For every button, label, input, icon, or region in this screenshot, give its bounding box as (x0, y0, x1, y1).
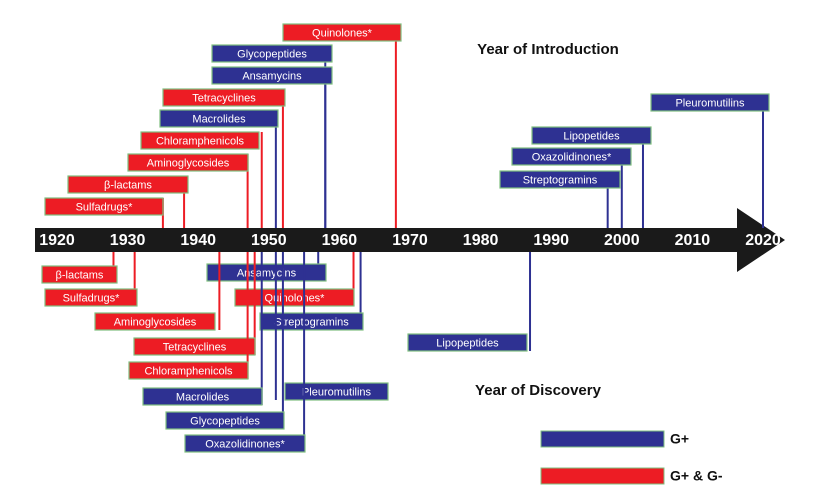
label-box (407, 333, 528, 352)
year-tick: 2000 (604, 232, 640, 249)
year-tick: 2020 (745, 232, 781, 249)
label-box (67, 175, 189, 194)
year-tick: 1990 (533, 232, 569, 249)
year-tick: 1920 (39, 232, 75, 249)
label: Streptogramins (274, 316, 349, 328)
year-tick: 1960 (322, 232, 358, 249)
label: Macrolides (176, 391, 230, 403)
label: Quinolones* (265, 292, 326, 304)
label-box (127, 153, 249, 172)
label: Tetracyclines (163, 341, 227, 353)
year-tick: 1980 (463, 232, 499, 249)
intro-title: Year of Introduction (477, 41, 619, 58)
label-box (165, 411, 285, 430)
label: Glycopeptides (190, 415, 260, 427)
label-box (206, 263, 327, 282)
label-box (140, 131, 260, 150)
label-box (531, 126, 652, 145)
label-box (133, 337, 256, 356)
label: Oxazolidinones* (532, 151, 612, 163)
label-box (499, 170, 621, 189)
year-tick: 1950 (251, 232, 287, 249)
label: Glycopeptides (237, 48, 307, 60)
label: Chloramphenicols (156, 135, 245, 147)
label-box (142, 387, 263, 406)
label: Lipopeptides (436, 337, 499, 349)
label: Pleuromutilins (675, 97, 745, 109)
label-box (94, 312, 216, 331)
label-box (234, 288, 355, 307)
label: Ansamycins (237, 267, 297, 279)
year-tick: 1940 (180, 232, 216, 249)
label-box (650, 93, 770, 112)
label: Aminoglycosides (147, 157, 230, 169)
label-box (211, 44, 333, 63)
label: Sulfadrugs* (63, 292, 121, 304)
label-box (284, 382, 389, 401)
label-box (162, 88, 286, 107)
label: Macrolides (192, 113, 246, 125)
label: Pleuromutilins (302, 386, 372, 398)
year-tick: 1970 (392, 232, 428, 249)
label-box (282, 23, 402, 42)
label: Chloramphenicols (144, 365, 233, 377)
year-tick: 1930 (110, 232, 146, 249)
legend-swatch (540, 430, 665, 448)
label: Ansamycins (242, 70, 302, 82)
label-box (44, 197, 164, 216)
label: β-lactams (104, 179, 152, 191)
discovery-title: Year of Discovery (475, 382, 602, 399)
label-box (259, 312, 364, 331)
label: β-lactams (56, 269, 104, 281)
label-box (511, 147, 632, 166)
legend-label: G+ (670, 431, 689, 447)
axis-arrow (35, 208, 785, 272)
label: Lipopetides (563, 130, 620, 142)
label: Tetracyclines (192, 92, 256, 104)
label-box (128, 361, 249, 380)
year-tick: 2010 (675, 232, 711, 249)
label-box (184, 434, 306, 453)
label-box (44, 288, 138, 307)
label: Oxazolidinones* (205, 438, 285, 450)
label: Aminoglycosides (114, 316, 197, 328)
label: Quinolones* (312, 27, 373, 39)
label: Sulfadrugs* (76, 201, 134, 213)
label-box (211, 66, 333, 85)
legend-label: G+ & G- (670, 468, 723, 484)
legend-swatch (540, 467, 665, 485)
label: Streptogramins (523, 174, 598, 186)
label-box (159, 109, 279, 128)
label-box (41, 265, 118, 284)
